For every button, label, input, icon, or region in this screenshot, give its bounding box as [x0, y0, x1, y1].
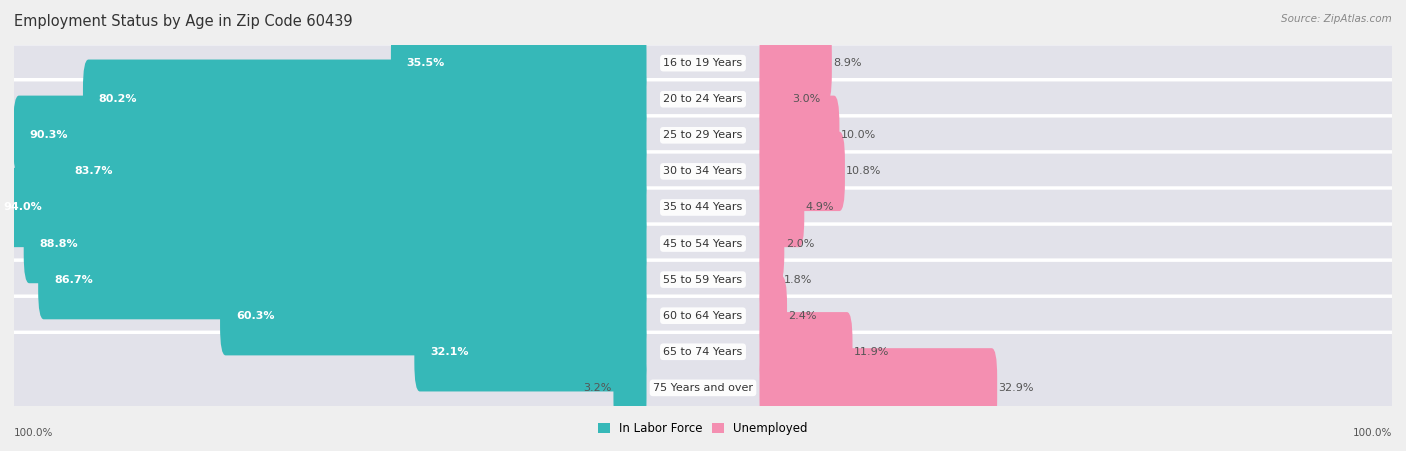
Text: 11.9%: 11.9%: [853, 347, 889, 357]
Text: 32.1%: 32.1%: [430, 347, 468, 357]
FancyBboxPatch shape: [59, 132, 647, 211]
Text: 45 to 54 Years: 45 to 54 Years: [664, 239, 742, 249]
FancyBboxPatch shape: [14, 96, 647, 175]
Text: 100.0%: 100.0%: [1353, 428, 1392, 438]
Text: 10.0%: 10.0%: [841, 130, 876, 140]
Text: 35.5%: 35.5%: [406, 58, 446, 68]
Text: 100.0%: 100.0%: [14, 428, 53, 438]
Text: 60 to 64 Years: 60 to 64 Years: [664, 311, 742, 321]
FancyBboxPatch shape: [6, 80, 1400, 191]
Text: 16 to 19 Years: 16 to 19 Years: [664, 58, 742, 68]
FancyBboxPatch shape: [759, 204, 785, 283]
FancyBboxPatch shape: [6, 296, 1400, 407]
Text: Source: ZipAtlas.com: Source: ZipAtlas.com: [1281, 14, 1392, 23]
FancyBboxPatch shape: [38, 240, 647, 319]
FancyBboxPatch shape: [6, 8, 1400, 119]
FancyBboxPatch shape: [24, 204, 647, 283]
FancyBboxPatch shape: [415, 312, 647, 391]
Text: 80.2%: 80.2%: [98, 94, 138, 104]
Text: 55 to 59 Years: 55 to 59 Years: [664, 275, 742, 285]
Text: 8.9%: 8.9%: [834, 58, 862, 68]
Text: 20 to 24 Years: 20 to 24 Years: [664, 94, 742, 104]
FancyBboxPatch shape: [6, 152, 1400, 263]
Text: 32.9%: 32.9%: [998, 383, 1033, 393]
FancyBboxPatch shape: [613, 348, 647, 428]
FancyBboxPatch shape: [6, 116, 1400, 227]
Text: 90.3%: 90.3%: [30, 130, 67, 140]
Text: 4.9%: 4.9%: [806, 202, 834, 212]
Text: 2.4%: 2.4%: [789, 311, 817, 321]
Text: 86.7%: 86.7%: [53, 275, 93, 285]
Text: Employment Status by Age in Zip Code 60439: Employment Status by Age in Zip Code 604…: [14, 14, 353, 28]
Text: 30 to 34 Years: 30 to 34 Years: [664, 166, 742, 176]
Text: 3.0%: 3.0%: [793, 94, 821, 104]
FancyBboxPatch shape: [6, 44, 1400, 155]
FancyBboxPatch shape: [391, 23, 647, 103]
FancyBboxPatch shape: [759, 240, 783, 319]
Text: 88.8%: 88.8%: [39, 239, 79, 249]
FancyBboxPatch shape: [759, 60, 792, 139]
Text: 60.3%: 60.3%: [236, 311, 274, 321]
FancyBboxPatch shape: [6, 188, 1400, 299]
FancyBboxPatch shape: [759, 23, 832, 103]
FancyBboxPatch shape: [0, 168, 647, 247]
FancyBboxPatch shape: [759, 348, 997, 428]
Text: 65 to 74 Years: 65 to 74 Years: [664, 347, 742, 357]
Text: 2.0%: 2.0%: [786, 239, 814, 249]
FancyBboxPatch shape: [6, 260, 1400, 371]
Text: 25 to 29 Years: 25 to 29 Years: [664, 130, 742, 140]
FancyBboxPatch shape: [759, 312, 852, 391]
Legend: In Labor Force, Unemployed: In Labor Force, Unemployed: [593, 417, 813, 440]
FancyBboxPatch shape: [759, 96, 839, 175]
FancyBboxPatch shape: [6, 332, 1400, 443]
FancyBboxPatch shape: [83, 60, 647, 139]
Text: 94.0%: 94.0%: [4, 202, 42, 212]
Text: 75 Years and over: 75 Years and over: [652, 383, 754, 393]
Text: 3.2%: 3.2%: [583, 383, 612, 393]
FancyBboxPatch shape: [6, 224, 1400, 335]
Text: 83.7%: 83.7%: [75, 166, 114, 176]
Text: 1.8%: 1.8%: [785, 275, 813, 285]
FancyBboxPatch shape: [221, 276, 647, 355]
FancyBboxPatch shape: [759, 168, 804, 247]
FancyBboxPatch shape: [759, 132, 845, 211]
Text: 10.8%: 10.8%: [846, 166, 882, 176]
FancyBboxPatch shape: [759, 276, 787, 355]
Text: 35 to 44 Years: 35 to 44 Years: [664, 202, 742, 212]
